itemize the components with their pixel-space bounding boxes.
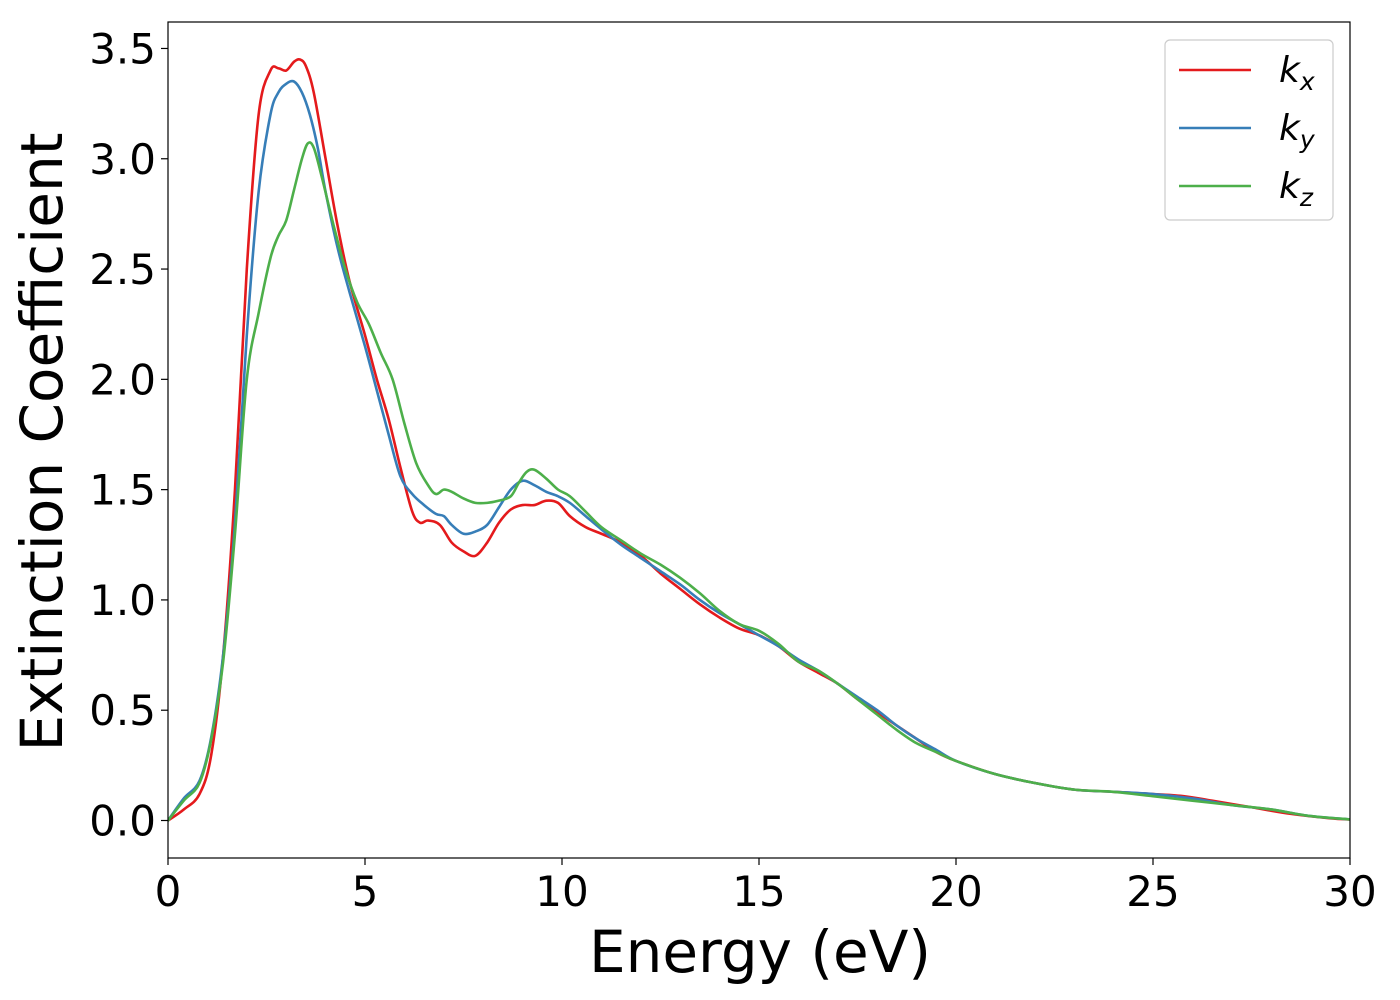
series-line-ky [168,79,1350,822]
y-tick-label: 0.0 [89,797,156,846]
x-tick-label: 5 [352,867,379,916]
y-tick-label: 1.0 [89,576,156,625]
legend-label-kx: kx [1279,50,1315,96]
y-tick-label: 1.5 [89,466,156,515]
x-tick-label: 0 [155,867,182,916]
x-tick-label: 30 [1323,867,1376,916]
series-line-kz [168,141,1350,822]
y-axis-label: Extinction Coefficient [8,133,76,752]
x-tick-label: 20 [929,867,982,916]
y-tick-label: 3.0 [89,135,156,184]
x-tick-label: 25 [1126,867,1179,916]
axes: 0 5 10 15 20 25 30 0.0 0.5 1.0 1.5 2.0 2.5 3.0 3.5 [89,21,1377,916]
y-tick-label: 2.5 [89,245,156,294]
plot-lines [168,57,1350,822]
legend-label-ky: ky [1279,108,1316,154]
x-axis-label: Energy (eV) [589,918,931,986]
x-tick-label: 10 [535,867,588,916]
y-tick-label: 2.0 [89,355,156,404]
legend-label-kz: kz [1279,166,1314,212]
y-tick-label: 3.5 [89,24,156,73]
legend-box [1164,39,1334,221]
y-tick-label: 0.5 [89,686,156,735]
x-tick-label: 15 [732,867,785,916]
legend: kx ky kz [1164,39,1334,221]
